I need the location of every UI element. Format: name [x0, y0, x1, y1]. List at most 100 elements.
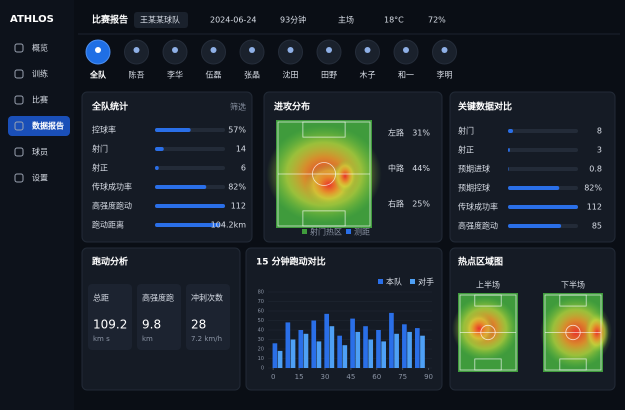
stat-bar: [508, 205, 578, 209]
stat-bar: [508, 167, 509, 171]
stat-value: 14: [236, 145, 246, 154]
bar: [303, 333, 309, 368]
nav-icon: [14, 147, 24, 157]
stat-value: 82%: [228, 183, 246, 192]
player-name[interactable]: 伍磊: [206, 70, 222, 80]
y-tick-label: 80: [258, 290, 264, 296]
legend-swatch: [346, 229, 351, 234]
y-tick-label: 50: [258, 318, 264, 324]
nav-item[interactable]: 比赛: [32, 95, 48, 105]
bar-track: [508, 167, 578, 171]
stat-bar: [155, 185, 207, 189]
heat-blob: [464, 312, 494, 345]
legend-label: 对手: [418, 277, 434, 287]
stat-bar: [508, 129, 513, 133]
bar: [414, 328, 420, 368]
player-name[interactable]: 全队: [89, 70, 107, 80]
player-name[interactable]: 木子: [360, 70, 376, 80]
avatar-glyph: [133, 47, 140, 53]
stat-bar: [508, 186, 560, 190]
player-name[interactable]: 李华: [167, 70, 183, 80]
card-value: 109.2: [93, 318, 127, 332]
bar: [285, 322, 291, 368]
stat-label: 跑动距离: [92, 220, 124, 230]
pitch-line: [480, 324, 496, 341]
bar: [402, 324, 407, 368]
nav-icon: [14, 95, 24, 105]
nav-item[interactable]: 概览: [32, 43, 48, 53]
half-label: 上半场: [476, 280, 500, 290]
temperature: 18°C: [384, 16, 404, 25]
player-name[interactable]: 和一: [398, 71, 414, 80]
avatar-glyph: [364, 47, 371, 53]
card-sub: 7.2 km/h: [191, 335, 222, 343]
duration: 93分钟: [280, 15, 306, 25]
y-tick-label: 30: [258, 337, 264, 343]
legend-swatch: [410, 279, 415, 284]
nav-item[interactable]: 球员: [32, 147, 48, 157]
half-label: 下半场: [561, 280, 585, 290]
bar: [342, 345, 348, 368]
card-label: 冲刺次数: [191, 293, 223, 303]
legend-label: 测距: [354, 228, 370, 237]
y-tick-label: 70: [258, 299, 264, 305]
avatar-glyph: [249, 47, 255, 53]
pitch-line: [302, 210, 346, 227]
stat-bar: [508, 224, 562, 228]
stat-value: 57%: [228, 126, 246, 135]
bar-track: [508, 129, 578, 133]
player-name[interactable]: 沈田: [283, 70, 299, 80]
y-tick-label: 40: [258, 328, 264, 334]
avatar-glyph: [287, 47, 294, 53]
x-tick-label: 75: [398, 373, 407, 381]
stat-bar: [155, 223, 221, 227]
panel-title: 热点区域图: [458, 256, 503, 268]
player-name[interactable]: 田野: [321, 71, 337, 80]
bar: [316, 341, 322, 368]
player-name[interactable]: 张晶: [244, 71, 260, 80]
stat-label: 预期进球: [458, 164, 490, 174]
nav-item[interactable]: 训练: [32, 69, 48, 79]
stat-label: 控球率: [92, 125, 116, 135]
player-name[interactable]: 李明: [437, 70, 453, 80]
y-tick-label: 20: [258, 347, 264, 353]
bar: [329, 326, 335, 368]
x-tick-label: 90: [424, 373, 433, 381]
stat-card: [88, 284, 132, 350]
zone-share: 31%: [412, 129, 430, 138]
stat-label: 高强度跑动: [92, 201, 132, 211]
player-name[interactable]: 陈吾: [129, 70, 145, 80]
stat-card: [186, 284, 230, 350]
nav-item[interactable]: 设置: [32, 173, 48, 183]
panel: [245, 247, 443, 391]
stat-bar: [508, 148, 510, 152]
bar: [389, 312, 394, 368]
stat-value: 3: [597, 146, 602, 155]
card-label: 高强度跑: [142, 293, 174, 303]
nav-active: [8, 116, 70, 136]
stat-label: 射正: [458, 145, 474, 155]
bar-track: [155, 166, 225, 170]
bar: [368, 339, 374, 368]
humidity: 72%: [428, 16, 446, 25]
report-title: 比赛报告: [92, 14, 128, 26]
nav-item[interactable]: 数据报告: [32, 121, 64, 131]
avatar-glyph: [441, 47, 448, 53]
legend-swatch: [302, 229, 307, 234]
avatar-glyph: [172, 47, 178, 53]
panel-title: 15 分钟跑动对比: [256, 256, 326, 268]
bar: [420, 335, 425, 368]
pitch-line: [565, 324, 581, 341]
venue: 主场: [338, 15, 354, 25]
pitch-line: [302, 121, 346, 138]
zone-label: 中路: [388, 163, 404, 173]
bar: [324, 313, 330, 368]
logo: ATHLOS: [10, 14, 54, 25]
stat-bar: [155, 166, 159, 170]
stat-label: 高强度跑动: [458, 221, 498, 231]
panel-action[interactable]: 筛选: [230, 102, 246, 112]
bar: [277, 350, 283, 368]
nav-icon: [14, 69, 24, 79]
